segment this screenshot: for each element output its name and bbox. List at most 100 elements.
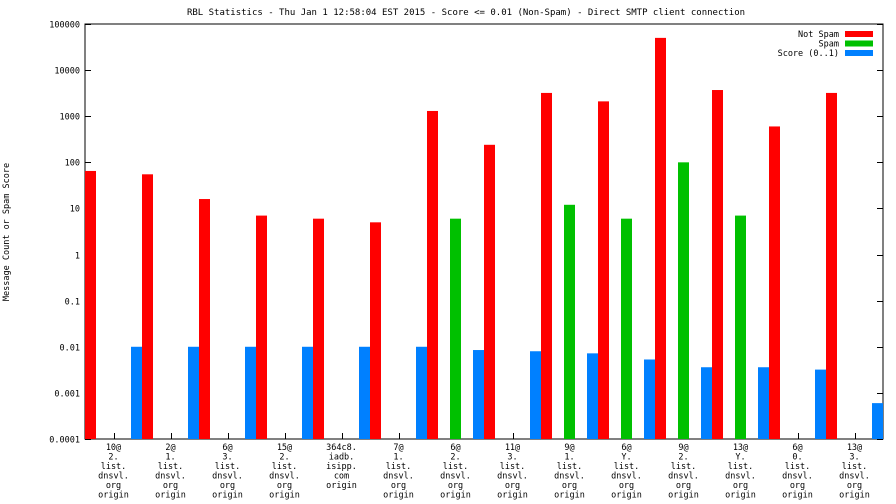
x-category-label-line: list.: [785, 462, 811, 472]
legend-label: Not Spam: [798, 30, 839, 40]
x-category-label: 13@ 3. list. dnsvl. org origin: [839, 443, 870, 501]
x-category-label-line: origin: [668, 491, 699, 501]
x-category-label-line: dnsvl.: [782, 472, 813, 482]
x-category-label-line: origin: [440, 491, 471, 501]
x-category-label: 6@ 3. list. dnsvl. org origin: [212, 443, 243, 501]
bar-score-0-1: [701, 367, 712, 439]
x-category-label-line: list.: [728, 462, 754, 472]
bar-spam: [678, 162, 689, 440]
y-tick-label: 0.001: [54, 390, 80, 400]
x-category-label-line: 13@: [847, 443, 862, 453]
x-category-label-line: origin: [269, 491, 300, 501]
x-category-label: 15@ 2. list. dnsvl. org origin: [269, 443, 300, 501]
x-category-label: 6@ 2. list. dnsvl. org origin: [440, 443, 471, 501]
bar-not-spam: [712, 90, 723, 439]
x-category-label-line: 9@: [564, 443, 574, 453]
legend-swatch: [845, 40, 873, 47]
bar-score-0-1: [188, 346, 199, 439]
y-tick-label: 1: [75, 252, 80, 262]
x-category-label-line: Y.: [621, 453, 631, 463]
x-category-label-line: list.: [614, 462, 640, 472]
x-category-label-line: 13@: [733, 443, 748, 453]
bar-not-spam: [541, 92, 552, 439]
x-category-label-line: origin: [383, 491, 414, 501]
x-category-label-line: 6@: [222, 443, 232, 453]
x-category-label-line: origin: [611, 491, 642, 501]
x-category-label-line: org: [562, 481, 577, 491]
x-category-label: 364c8. iadb. isipp. com origin: [326, 443, 357, 491]
x-category-label-line: dnsvl.: [98, 472, 129, 482]
bar-spam: [450, 218, 461, 439]
x-category-label-line: org: [220, 481, 235, 491]
legend-label: Score (0..1): [778, 49, 839, 59]
x-category-label-line: list.: [671, 462, 697, 472]
x-category-label-line: 11@: [505, 443, 520, 453]
x-category-label-line: 0.: [792, 453, 802, 463]
x-category-label-line: dnsvl.: [839, 472, 870, 482]
bar-score-0-1: [416, 346, 427, 439]
bar-not-spam: [199, 199, 210, 439]
x-category-label-line: origin: [782, 491, 813, 501]
x-category-label-line: origin: [326, 481, 357, 491]
y-tick-label: 0.1: [65, 298, 80, 308]
x-category-label-line: origin: [497, 491, 528, 501]
bar-not-spam: [655, 37, 666, 439]
x-category-label-line: dnsvl.: [497, 472, 528, 482]
x-category-label-line: 7@: [393, 443, 403, 453]
bar-not-spam: [826, 92, 837, 439]
x-category-label-line: list.: [101, 462, 127, 472]
x-category-label-line: dnsvl.: [155, 472, 186, 482]
x-category-label-line: 2@: [165, 443, 175, 453]
x-category-label-line: 6@: [450, 443, 460, 453]
x-category-label-line: dnsvl.: [440, 472, 471, 482]
x-category-label-line: list.: [443, 462, 469, 472]
x-category-label-line: dnsvl.: [725, 472, 756, 482]
bar-score-0-1: [644, 359, 655, 439]
x-category-label-line: 2.: [108, 453, 118, 463]
x-category-label-line: 3.: [222, 453, 232, 463]
bar-not-spam: [256, 215, 267, 439]
bar-not-spam: [85, 170, 96, 439]
y-tick-label: 100000: [49, 21, 80, 31]
x-category-label-line: origin: [155, 491, 186, 501]
bar-score-0-1: [530, 351, 541, 439]
x-category-label: 10@ 2. list. dnsvl. org origin: [98, 443, 129, 501]
bar-not-spam: [142, 174, 153, 440]
chart-title: RBL Statistics - Thu Jan 1 12:58:04 EST …: [187, 8, 745, 18]
bar-not-spam: [484, 144, 495, 439]
y-tick-label: 10: [70, 205, 80, 215]
x-category-label: 7@ 1. list. dnsvl. org origin: [383, 443, 414, 501]
y-tick-label: 0.01: [60, 344, 80, 354]
x-category-label-line: list.: [386, 462, 412, 472]
x-category-label-line: isipp.: [326, 462, 357, 472]
bar-not-spam: [769, 126, 780, 440]
bar-spam: [621, 218, 632, 439]
x-category-label-line: com: [334, 472, 349, 482]
x-category-label-line: 6@: [792, 443, 802, 453]
x-category-label-line: dnsvl.: [554, 472, 585, 482]
x-category-label-line: org: [106, 481, 121, 491]
x-category-label: 6@ Y. list. dnsvl. org origin: [611, 443, 642, 501]
x-category-label: 9@ 1. list. dnsvl. org origin: [554, 443, 585, 501]
bar-score-0-1: [587, 353, 598, 439]
x-category-label-line: org: [277, 481, 292, 491]
y-tick-label: 0.0001: [49, 436, 80, 446]
bar-score-0-1: [758, 367, 769, 439]
x-category-label-line: org: [847, 481, 862, 491]
x-category-label-line: iadb.: [329, 453, 355, 463]
x-category-label-line: 2.: [678, 453, 688, 463]
y-axis-label: Message Count or Spam Score: [2, 163, 12, 301]
x-category-label: 2@ 1. list. dnsvl. org origin: [155, 443, 186, 501]
x-category-label-line: org: [733, 481, 748, 491]
x-category-label-line: dnsvl.: [269, 472, 300, 482]
bar-not-spam: [370, 222, 381, 439]
x-category-label-line: origin: [98, 491, 129, 501]
bar-not-spam: [598, 101, 609, 440]
legend-label: Spam: [819, 40, 839, 50]
legend-swatch: [845, 31, 873, 37]
x-category-label-line: origin: [725, 491, 756, 501]
x-category-label-line: origin: [212, 491, 243, 501]
x-category-label-line: 1.: [165, 453, 175, 463]
